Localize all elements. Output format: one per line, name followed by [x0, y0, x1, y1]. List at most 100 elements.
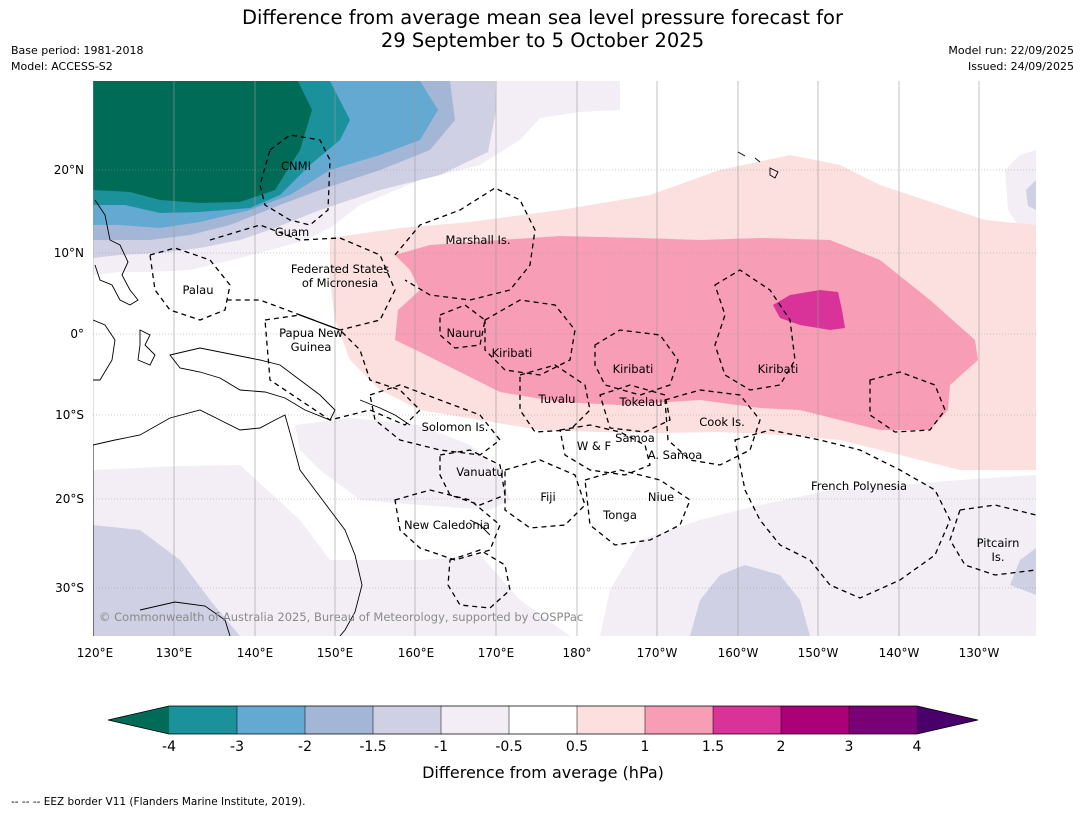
copyright-notice: © Commonwealth of Australia 2025, Bureau…	[99, 610, 583, 624]
label-wallis-futuna: W & F	[577, 439, 611, 453]
eez-cnmi	[259, 134, 331, 226]
lon-label-150e: 150°E	[317, 646, 354, 660]
eez-marshall	[394, 187, 536, 301]
eez-new-caledonia	[394, 489, 501, 561]
label-marshall: Marshall Is.	[445, 233, 510, 247]
colorbar-bin-p3-p4	[849, 706, 917, 734]
label-kiribati-west: Kiribati	[492, 346, 533, 360]
contour-lt-m4-nw	[93, 81, 312, 203]
colorbar-bin-m4-m3	[169, 706, 237, 734]
label-samoa: Samoa	[615, 431, 655, 445]
label-cnmi: CNMI	[281, 159, 311, 173]
lon-label-130w: 130°W	[959, 646, 1000, 660]
contour-m15-m1-sw	[93, 525, 240, 636]
latitude-axis: 20°N 10°N 0° 10°S 20°S 30°S	[54, 163, 84, 595]
coast-sulawesi	[137, 329, 156, 366]
lon-label-120e: 120°E	[77, 646, 114, 660]
contour-m15-m1-se	[690, 565, 810, 636]
lat-label-10n: 10°N	[54, 246, 84, 260]
lat-label-20n: 20°N	[54, 163, 84, 177]
colorbar-tick-m05: -0.5	[495, 739, 522, 755]
eez-fsm	[209, 224, 396, 331]
eez-cook	[664, 389, 761, 466]
colorbar-tick-p05: 0.5	[566, 739, 588, 755]
lon-label-140e: 140°E	[237, 646, 274, 660]
issued-date: Issued: 24/09/2025	[967, 60, 1074, 73]
colorbar-bin-m3-m2	[237, 706, 305, 734]
eez-vanuatu	[439, 449, 506, 506]
colorbar: -4 -3 -2 -1.5 -1 -0.5 0.5 1 1.5 2 3 4 Di…	[107, 705, 979, 782]
label-png-line2: Guinea	[291, 340, 332, 354]
colorbar-tick-p2: 2	[777, 739, 786, 755]
label-fsm-line2: of Micronesia	[302, 276, 378, 290]
label-cook: Cook Is.	[699, 415, 744, 429]
label-tonga: Tonga	[602, 508, 637, 522]
contour-m15-m1-ne	[1026, 180, 1036, 210]
coast-hawaii	[737, 151, 779, 179]
colorbar-outline	[107, 705, 979, 735]
label-nauru: Nauru	[447, 326, 482, 340]
label-fsm-line1: Federated States	[291, 262, 389, 276]
colorbar-extend-low	[108, 706, 169, 734]
colorbar-extend-high	[917, 706, 978, 734]
label-american-samoa: A. Samoa	[648, 448, 703, 462]
contour-m1-m05-ne	[1005, 150, 1036, 228]
eez-norfolk	[447, 549, 511, 609]
lon-label-180: 180°	[563, 646, 592, 660]
label-niue: Niue	[648, 490, 674, 504]
eez-french-polynesia	[734, 429, 951, 599]
contour-m1-m05-south	[93, 465, 570, 636]
label-png-line1: Papua New	[279, 326, 343, 340]
label-palau: Palau	[183, 283, 214, 297]
base-period: Base period: 1981-2018	[11, 44, 144, 57]
eez-solomon	[369, 384, 501, 456]
label-pitcairn-line2: Is.	[991, 550, 1004, 564]
meta-left: Base period: 1981-2018 Model: ACCESS-S2	[11, 43, 143, 75]
gridlines	[93, 81, 1036, 636]
coast-new-caledonia	[469, 519, 491, 536]
colorbar-tick-m3: -3	[230, 739, 244, 755]
lon-label-160e: 160°E	[398, 646, 435, 660]
coast-borneo	[93, 319, 116, 381]
eez-kiribati-phoenix	[594, 329, 679, 396]
colorbar-ticks: -4 -3 -2 -1.5 -1 -0.5 0.5 1 1.5 2 3 4	[162, 739, 922, 755]
colorbar-tick-p3: 3	[845, 739, 854, 755]
colorbar-tick-m4: -4	[162, 739, 176, 755]
eez-palau	[149, 247, 231, 321]
coast-solomon	[359, 399, 411, 426]
eez-borders	[149, 134, 1036, 609]
lat-label-20s: 20°S	[55, 492, 84, 506]
colorbar-bin-p1-p15	[645, 706, 713, 734]
lon-label-150w: 150°W	[798, 646, 839, 660]
label-french-polynesia: French Polynesia	[811, 479, 907, 493]
title-line-2: 29 September to 5 October 2025	[380, 29, 705, 52]
model-run: Model run: 22/09/2025	[948, 44, 1074, 57]
region-labels: CNMI Guam Marshall Is. Federated States …	[183, 159, 1020, 564]
coast-philippines	[94, 199, 139, 306]
colorbar-bin-p15-p2	[713, 706, 781, 734]
colorbar-tick-m1: -1	[434, 739, 448, 755]
colorbar-bin-m15-m1	[373, 706, 441, 734]
eez-wf-samoa	[559, 424, 651, 476]
label-solomon: Solomon Is.	[422, 420, 489, 434]
longitude-axis: 120°E 130°E 140°E 150°E 160°E 170°E 180°…	[77, 646, 1000, 660]
label-pitcairn-line1: Pitcairn	[977, 536, 1020, 550]
label-kiribati-phoenix: Kiribati	[613, 362, 654, 376]
map-panel: © Commonwealth of Australia 2025, Bureau…	[93, 81, 1036, 636]
colorbar-bin-neutral	[509, 706, 577, 734]
colorbar-tick-p1: 1	[641, 739, 650, 755]
label-tokelau: Tokelau	[619, 395, 663, 409]
label-kiribati-line: Kiribati	[758, 362, 799, 376]
contour-p15-p2	[773, 290, 845, 330]
lon-label-170w: 170°W	[637, 646, 678, 660]
lon-label-170e: 170°E	[478, 646, 515, 660]
label-guam: Guam	[275, 225, 309, 239]
eez-tokelau	[599, 384, 671, 433]
coast-tasmania	[139, 601, 231, 636]
lat-label-30s: 30°S	[55, 581, 84, 595]
meta-right: Model run: 22/09/2025 Issued: 24/09/2025	[948, 43, 1074, 75]
title-line-1: Difference from average mean sea level p…	[242, 6, 843, 29]
eez-pitcairn	[949, 504, 1036, 576]
colorbar-dividers	[236, 706, 850, 734]
